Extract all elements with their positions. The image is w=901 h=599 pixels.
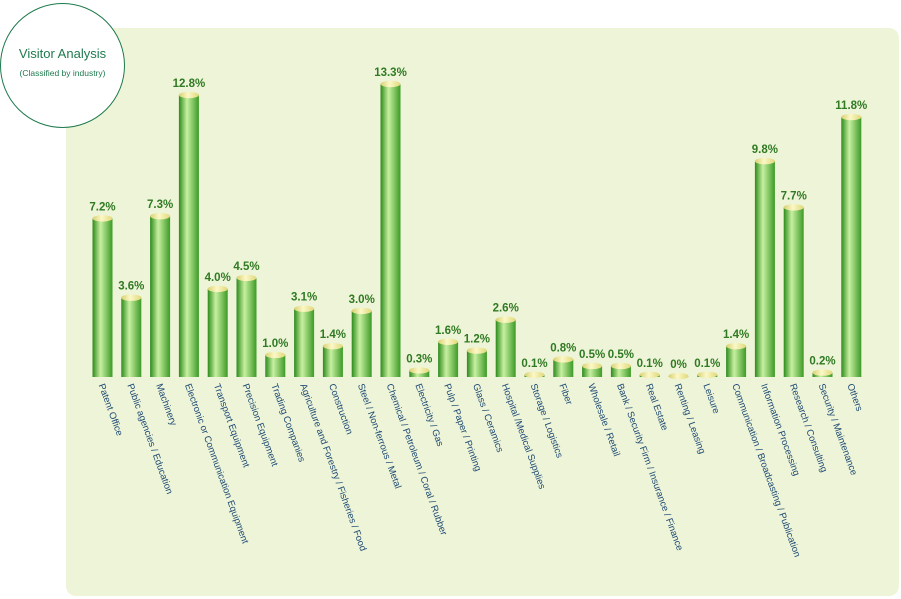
- bar: [121, 297, 142, 377]
- bar-cap: [754, 157, 775, 165]
- bar-cap: [841, 113, 862, 121]
- category-label: Glass / Ceramics: [470, 382, 505, 454]
- bar: [841, 117, 862, 378]
- data-label: 1.6%: [435, 325, 461, 337]
- category-label: Renting / Leasing: [672, 382, 708, 455]
- data-label: 1.2%: [464, 334, 490, 346]
- data-label: 3.0%: [349, 294, 375, 306]
- bar: [92, 218, 113, 377]
- bar: [294, 308, 315, 377]
- bar-cap: [553, 356, 574, 363]
- data-label: 0.3%: [406, 353, 432, 365]
- bar-cap: [438, 338, 459, 345]
- bar-cap: [726, 342, 747, 350]
- category-label: Electricity / Gas: [412, 382, 445, 448]
- bar-cap: [265, 351, 286, 359]
- bar: [409, 370, 430, 377]
- category-label: Construction: [326, 382, 355, 436]
- bar-cap: [236, 274, 257, 282]
- bar-cap: [380, 80, 401, 88]
- data-label: 2.6%: [493, 303, 519, 315]
- data-label: 1.4%: [723, 329, 749, 341]
- data-label: 0.8%: [550, 342, 576, 354]
- bar-cap: [697, 371, 718, 378]
- data-label: 0.5%: [608, 349, 634, 361]
- bar-cap: [409, 367, 430, 374]
- bar-cap: [466, 347, 487, 354]
- category-label: Patent Office: [96, 382, 125, 437]
- data-label: 3.6%: [118, 281, 144, 293]
- bar: [783, 207, 804, 377]
- category-label: Bank / Security Firm / Insurance / Finan…: [614, 382, 685, 552]
- bar-cap: [150, 212, 171, 220]
- bar: [236, 277, 257, 377]
- bar: [726, 346, 747, 377]
- data-label: 11.8%: [835, 100, 867, 112]
- bar-cap: [92, 215, 113, 222]
- data-label: 0.2%: [809, 356, 835, 368]
- bar-cap: [524, 371, 545, 378]
- bar-cap: [610, 362, 631, 370]
- data-label: 9.8%: [752, 144, 778, 156]
- title-badge: Visitor Analysis (Classified by industry…: [0, 3, 125, 128]
- bar: [322, 346, 343, 377]
- bar-cap: [294, 305, 315, 312]
- category-label: Fiber: [556, 382, 574, 406]
- data-label: 0%: [670, 359, 687, 371]
- bar-cap: [783, 204, 804, 211]
- data-label: 0.1%: [637, 358, 663, 370]
- bar: [178, 95, 199, 377]
- data-label: 7.7%: [781, 190, 807, 202]
- chart-title: Visitor Analysis: [18, 46, 107, 61]
- data-label: 7.2%: [89, 201, 115, 213]
- category-label: Leisure: [700, 382, 721, 415]
- bar-cap: [351, 307, 372, 315]
- bar-cap: [639, 371, 660, 378]
- category-label: Real Estate: [643, 382, 670, 432]
- bar-cap: [322, 342, 343, 350]
- data-label: 0.1%: [694, 358, 720, 370]
- data-label: 4.0%: [205, 272, 231, 284]
- bar: [582, 365, 603, 377]
- data-label: 3.1%: [291, 292, 317, 304]
- bar: [466, 350, 487, 377]
- category-label: Machinery: [153, 382, 178, 427]
- bar-cap: [495, 316, 516, 323]
- bar: [438, 341, 459, 377]
- bar-cap: [207, 285, 228, 293]
- bar: [207, 288, 228, 377]
- bar-cap: [668, 373, 689, 380]
- chart-subtitle: (Classified by industry): [19, 68, 106, 78]
- bar: [150, 216, 171, 377]
- data-label: 0.1%: [521, 358, 547, 370]
- category-label: Wholesale / Retail: [585, 382, 622, 458]
- bar: [610, 365, 631, 377]
- category-label: Others: [844, 382, 864, 413]
- category-label: Agriculture and Forestry / Fisheries / F…: [297, 382, 368, 552]
- data-label: 7.3%: [147, 199, 173, 211]
- bar-cap: [812, 369, 833, 376]
- bar: [754, 161, 775, 377]
- bar: [553, 359, 574, 377]
- data-label: 1.0%: [262, 338, 288, 350]
- data-label: 4.5%: [233, 261, 259, 273]
- data-label: 0.5%: [579, 349, 605, 361]
- data-label: 12.8%: [173, 78, 206, 90]
- bar: [265, 354, 286, 377]
- bar-cap: [178, 91, 199, 99]
- data-label: 1.4%: [320, 329, 346, 341]
- bar: [380, 84, 401, 377]
- data-label: 13.3%: [374, 67, 407, 79]
- bar-cap: [121, 294, 142, 301]
- bar: [495, 319, 516, 377]
- bar-cap: [582, 362, 603, 370]
- bar: [351, 310, 372, 377]
